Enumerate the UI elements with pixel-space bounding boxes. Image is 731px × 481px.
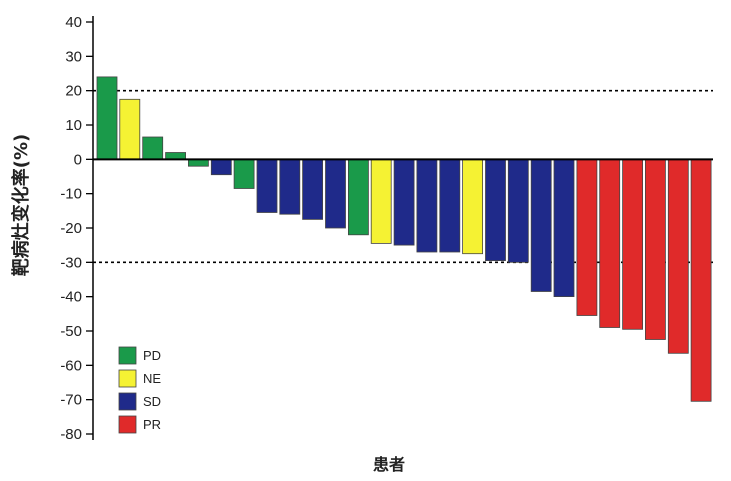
- y-tick-label: -50: [60, 323, 82, 340]
- y-tick-label: -70: [60, 392, 82, 409]
- y-tick-label: 0: [74, 151, 82, 168]
- bar-pd: [187, 158, 209, 167]
- y-tick-label: 10: [65, 117, 82, 134]
- legend-swatch-ne: [118, 369, 137, 388]
- bar-sd: [256, 158, 278, 213]
- legend: PD NE SD PR: [118, 346, 161, 434]
- bar-sd: [279, 158, 301, 215]
- bar-sd: [553, 158, 575, 298]
- bar-pr: [599, 158, 621, 328]
- legend-label-pr: PR: [143, 417, 161, 432]
- y-tick-label: -10: [60, 186, 82, 203]
- bar-sd: [507, 158, 529, 263]
- legend-swatch-pd: [118, 346, 137, 365]
- y-tick-label: 30: [65, 48, 82, 65]
- bar-sd: [393, 158, 415, 246]
- bar-sd: [439, 158, 461, 253]
- y-tick-label: -20: [60, 220, 82, 237]
- bar-sd: [416, 158, 438, 253]
- y-tick-label: 20: [65, 83, 82, 100]
- legend-label-sd: SD: [143, 394, 161, 409]
- x-axis-title: 患者: [373, 455, 405, 474]
- y-tick-label: -80: [60, 426, 82, 443]
- y-tick-label: -30: [60, 254, 82, 271]
- bar-ne: [462, 158, 484, 255]
- bar-pr: [690, 158, 712, 402]
- bar-pd: [347, 158, 369, 236]
- legend-label-pd: PD: [143, 348, 161, 363]
- bar-pr: [576, 158, 598, 316]
- y-axis-ticks: 40 30 20 10 0 -10 -20 -30 -40 -50 -60 -70 -80: [60, 14, 93, 443]
- bar-pd: [233, 158, 255, 189]
- y-tick-label: -40: [60, 289, 82, 306]
- bar-pr: [622, 158, 643, 330]
- bar-sd: [485, 158, 506, 262]
- bar-sd: [325, 158, 346, 229]
- bar-pd: [142, 136, 164, 160]
- bar-pr: [645, 158, 666, 340]
- legend-swatch-pr: [118, 415, 137, 434]
- y-axis-title: 靶病灶变化率(%): [10, 134, 32, 277]
- bar-sd: [302, 158, 324, 220]
- bar-ne: [119, 98, 141, 160]
- bars: [96, 76, 712, 402]
- bar-ne: [370, 158, 392, 244]
- y-tick-label: -60: [60, 357, 82, 374]
- legend-label-ne: NE: [143, 371, 161, 386]
- bar-pr: [667, 158, 689, 354]
- bar-pd: [96, 76, 118, 160]
- bar-sd: [530, 158, 552, 292]
- bar-sd: [210, 158, 232, 176]
- legend-swatch-sd: [118, 392, 137, 411]
- y-tick-label: 40: [65, 14, 82, 31]
